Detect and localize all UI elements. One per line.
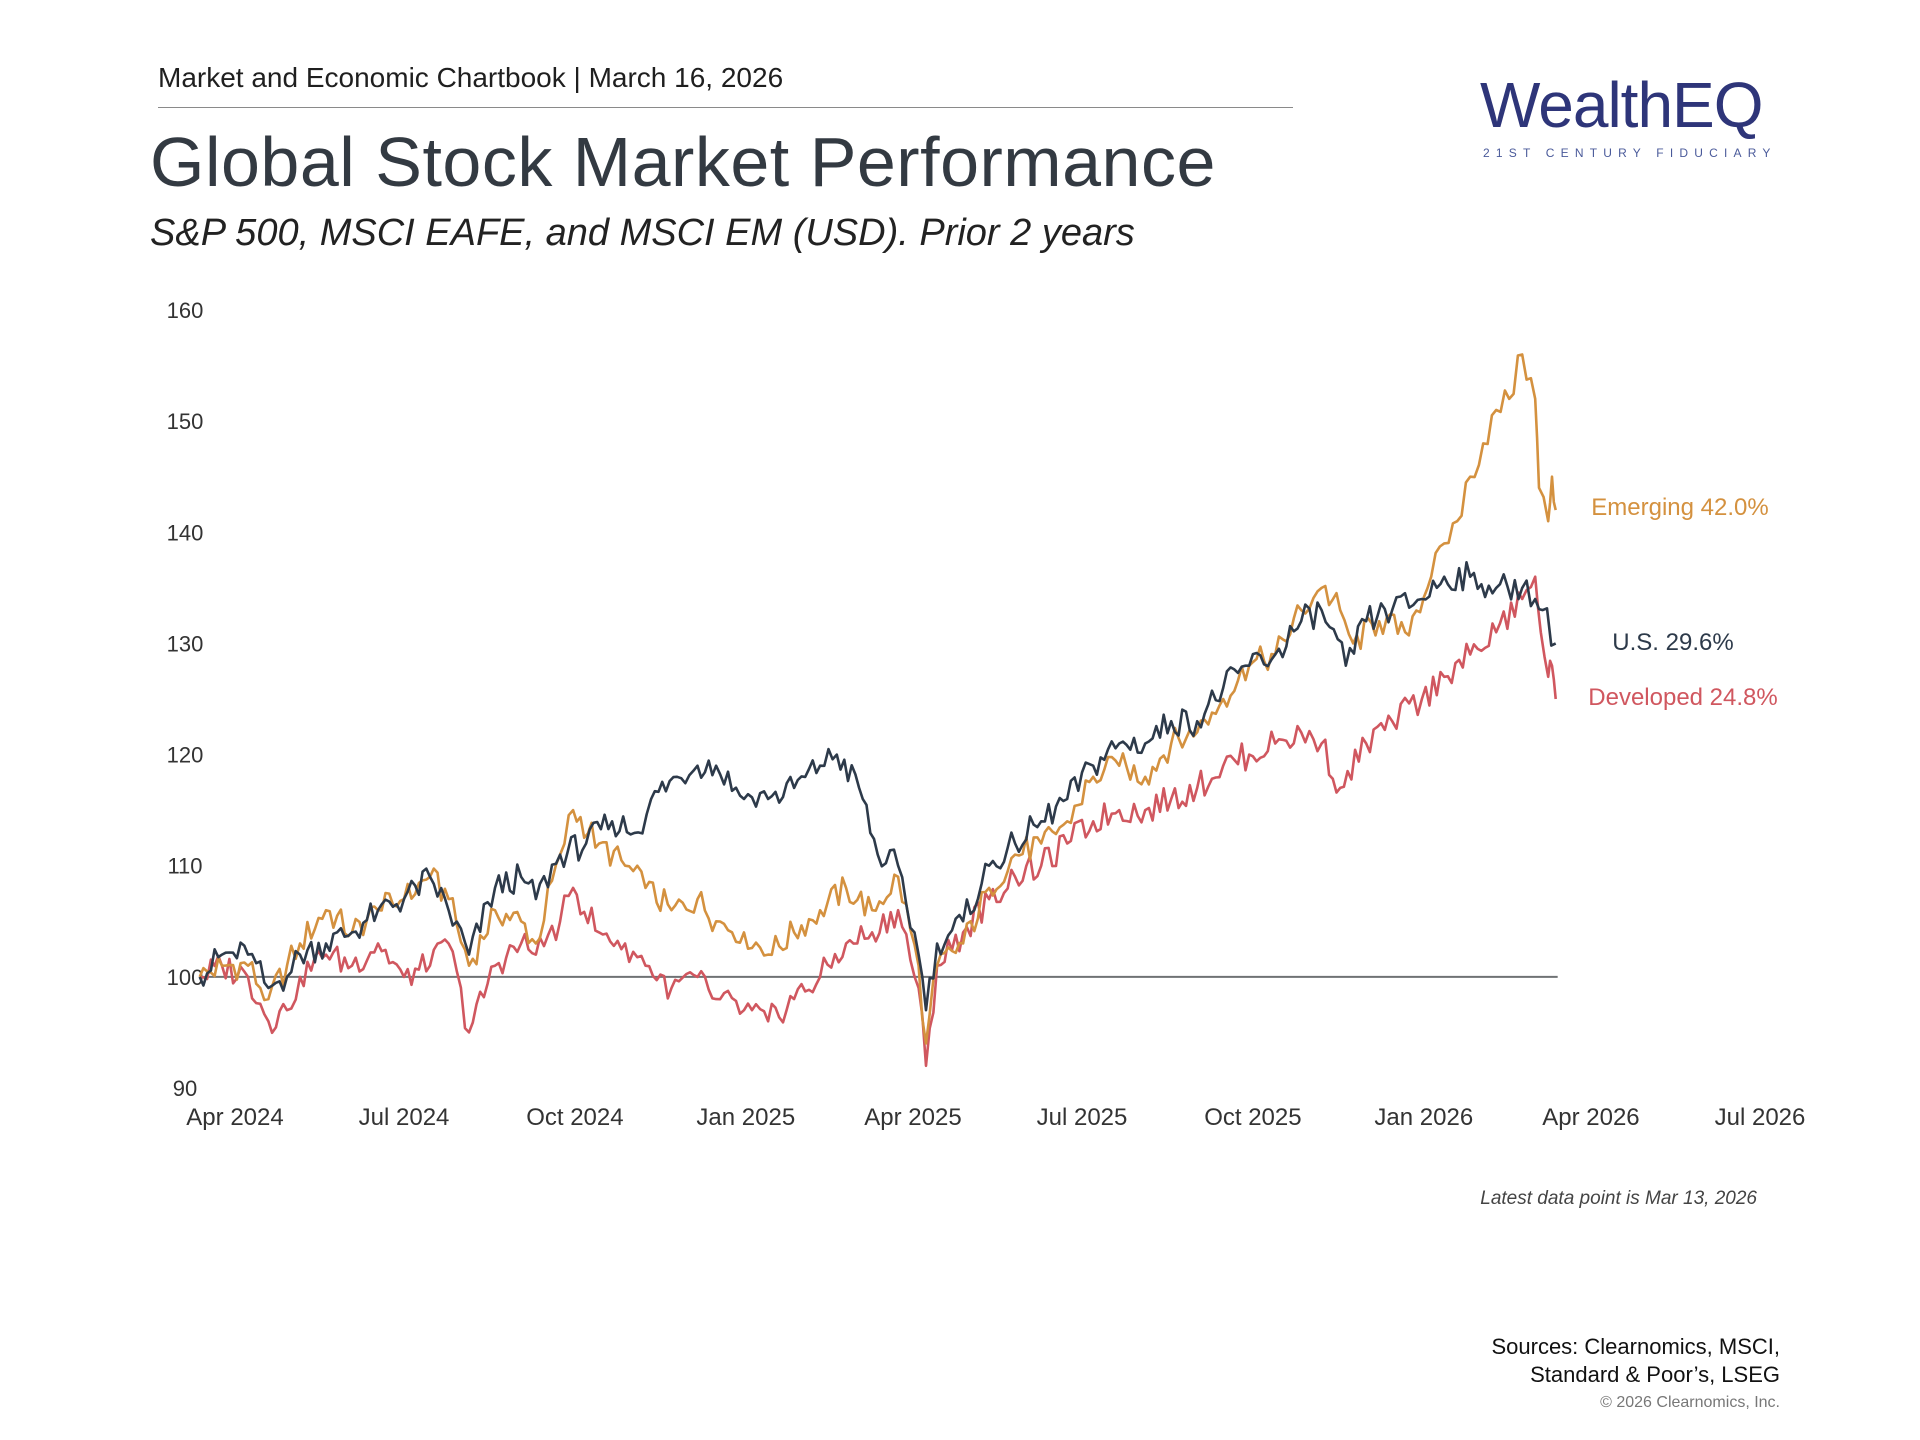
series-line: [199, 575, 1557, 1068]
wealtheq-logo: WealthEQ 21ST CENTURY FIDUCIARY: [1480, 68, 1780, 168]
series-end-label: U.S. 29.6%: [1612, 629, 1733, 656]
x-tick-label: Jan 2026: [1374, 1104, 1473, 1131]
page-title: Global Stock Market Performance: [150, 123, 1216, 201]
y-tick-label: 140: [167, 520, 204, 545]
y-tick-label: 160: [167, 298, 204, 323]
latest-data-note: Latest data point is Mar 13, 2026: [1480, 1188, 1757, 1209]
sources-line-1: Sources: Clearnomics, MSCI,: [1491, 1334, 1780, 1359]
header-divider: [158, 107, 1293, 108]
x-tick-label: Jan 2025: [696, 1104, 795, 1131]
sources-line-2: Standard & Poor’s, LSEG: [1530, 1362, 1780, 1387]
y-tick-label: 100: [167, 965, 204, 990]
y-tick-label: 90: [173, 1076, 197, 1101]
x-tick-label: Oct 2025: [1204, 1104, 1301, 1131]
x-tick-label: Apr 2024: [186, 1104, 283, 1131]
page-subtitle: S&P 500, MSCI EAFE, and MSCI EM (USD). P…: [150, 212, 1135, 254]
series-end-label: Emerging 42.0%: [1591, 494, 1768, 521]
x-tick-label: Apr 2025: [864, 1104, 961, 1131]
chartbook-label: Market and Economic Chartbook | March 16…: [158, 62, 784, 93]
x-tick-label: Jul 2026: [1715, 1104, 1806, 1131]
y-tick-label: 130: [167, 631, 204, 656]
x-tick-label: Jul 2024: [359, 1104, 450, 1131]
y-tick-label: 110: [167, 854, 202, 879]
x-tick-label: Apr 2026: [1542, 1104, 1639, 1131]
x-tick-label: Jul 2025: [1037, 1104, 1128, 1131]
x-tick-label: Oct 2024: [526, 1104, 623, 1131]
series-line: [198, 561, 1557, 1012]
series-line: [198, 353, 1557, 1045]
y-tick-label: 120: [167, 743, 204, 768]
end-labels: Emerging 42.0% U.S. 29.6% Developed 24.8%: [1588, 494, 1777, 711]
y-tick-label: 150: [167, 409, 204, 434]
y-axis-ticks: 90 100 110 120 130 140 150 160: [167, 298, 204, 1101]
logo-wordmark: WealthEQ: [1480, 69, 1763, 141]
logo-tagline: 21ST CENTURY FIDUCIARY: [1483, 146, 1777, 160]
copyright: © 2026 Clearnomics, Inc.: [1600, 1394, 1780, 1411]
series-layer: [198, 353, 1557, 1068]
sources-note: Sources: Clearnomics, MSCI, Standard & P…: [1491, 1333, 1780, 1389]
x-axis-ticks: Apr 2024 Jul 2024 Oct 2024 Jan 2025 Apr 2025…: [186, 1104, 1805, 1131]
series-end-label: Developed 24.8%: [1588, 684, 1777, 711]
